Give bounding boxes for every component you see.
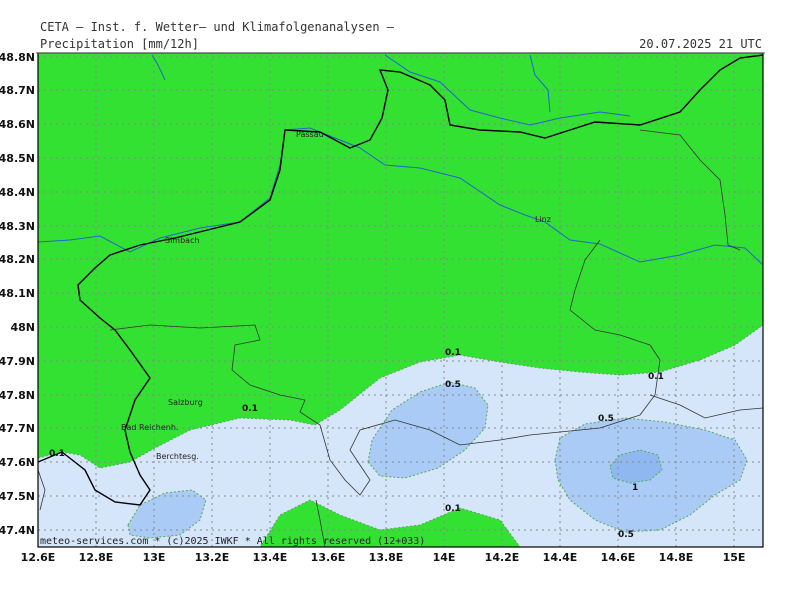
contour-label: 0.5 <box>445 380 461 390</box>
lon-tick-label: 13.8E <box>369 551 404 564</box>
contour-label: 0.1 <box>242 404 258 414</box>
place-label-salzburg: Salzburg <box>168 398 203 407</box>
lon-tick-label: 14.6E <box>601 551 636 564</box>
contour-label: 0.1 <box>445 504 461 514</box>
precip-area-0-5-southwest <box>127 489 207 539</box>
river-ilz <box>151 54 166 81</box>
rivers <box>37 54 764 266</box>
lat-tick-label: 48.7N <box>0 84 35 97</box>
lat-tick-label: 47.5N <box>0 490 35 503</box>
lat-tick-label: 48.4N <box>0 186 35 199</box>
institute-title: CETA — Inst. f. Wetter— und Klimafolgena… <box>40 20 395 34</box>
lon-tick-label: 12.6E <box>21 551 56 564</box>
river-north-tributary <box>529 54 551 113</box>
contour-label: 0.5 <box>618 530 634 540</box>
lat-tick-label: 48.1N <box>0 287 35 300</box>
precip-area-1 <box>609 449 663 484</box>
contour-label: 0.1 <box>49 449 65 459</box>
lat-tick-label: 48.3N <box>0 220 35 233</box>
lat-tick-label: 47.6N <box>0 456 35 469</box>
country-border-de-at <box>37 54 764 506</box>
lat-tick-label: 48.6N <box>0 118 35 131</box>
state-border-upper-austria <box>109 239 661 496</box>
place-label-simbach: Simbach <box>165 236 200 245</box>
latitude-axis: 48.8N 48.7N 48.6N 48.5N 48.4N 48.3N 48.2… <box>0 51 35 537</box>
lon-tick-label: 13.4E <box>253 551 288 564</box>
lat-tick-label: 47.4N <box>0 524 35 537</box>
lon-tick-label: 13E <box>143 551 166 564</box>
lat-tick-label: 47.7N <box>0 422 35 435</box>
longitude-axis: 12.6E 12.8E 13E 13.2E 13.4E 13.6E 13.8E … <box>21 551 746 564</box>
product-title: Precipitation [mm/12h] <box>40 37 199 51</box>
state-border-south-east <box>649 394 764 419</box>
lat-tick-label: 48.8N <box>0 51 35 64</box>
lon-tick-label: 13.2E <box>195 551 230 564</box>
lon-tick-label: 14.2E <box>485 551 520 564</box>
lat-tick-label: 48.5N <box>0 152 35 165</box>
lat-tick-label: 48.2N <box>0 253 35 266</box>
contour-label: 0.1 <box>648 372 664 382</box>
borders <box>37 54 764 548</box>
valid-time: 20.07.2025 21 UTC <box>639 37 762 51</box>
river-inn <box>37 127 764 266</box>
contour-label: 0.5 <box>598 414 614 424</box>
river-danube-north <box>384 54 631 126</box>
lon-tick-label: 14.4E <box>543 551 578 564</box>
lat-tick-label: 48N <box>10 321 35 334</box>
lon-tick-label: 14.8E <box>659 551 694 564</box>
lon-tick-label: 13.6E <box>311 551 346 564</box>
state-border-west <box>37 469 46 511</box>
lat-tick-label: 47.9N <box>0 355 35 368</box>
state-border-south <box>315 499 326 548</box>
place-label-berchtesgaden: Berchtesg. <box>156 452 199 461</box>
state-border-east <box>639 129 741 251</box>
lon-tick-label: 15E <box>723 551 746 564</box>
place-label-passau: Passau <box>296 130 324 139</box>
lon-tick-label: 12.8E <box>79 551 114 564</box>
footer-credit: meteo-services.com * (c)2025 IWKF * All … <box>40 536 425 547</box>
place-label-bad-reichenhall: Bad Reichenh. <box>121 423 178 432</box>
contour-label: 1 <box>632 483 638 493</box>
map-grid <box>38 53 763 547</box>
lat-tick-label: 47.8N <box>0 389 35 402</box>
contour-label: 0.1 <box>445 348 461 358</box>
place-label-linz: Linz <box>535 215 551 224</box>
precip-area-0-5-center <box>367 381 489 479</box>
lon-tick-label: 14E <box>433 551 456 564</box>
